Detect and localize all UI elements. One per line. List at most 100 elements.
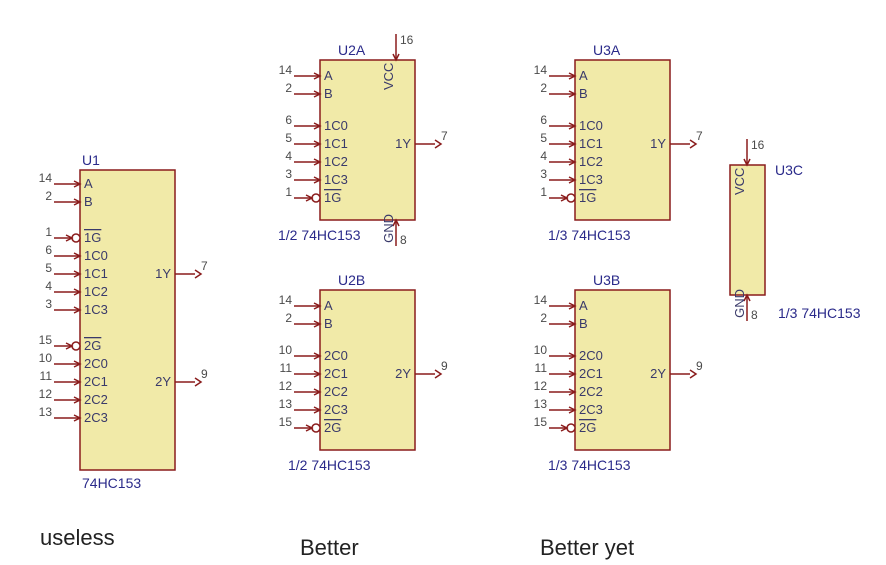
svg-text:12: 12	[279, 379, 293, 393]
svg-text:7: 7	[201, 259, 208, 273]
svg-text:15: 15	[39, 333, 53, 347]
svg-text:1/3 74HC153: 1/3 74HC153	[778, 305, 861, 321]
svg-text:B: B	[579, 86, 588, 101]
svg-text:1C3: 1C3	[579, 172, 603, 187]
svg-text:2C1: 2C1	[84, 374, 108, 389]
svg-text:2Y: 2Y	[395, 366, 411, 381]
component-U3A: U3A1/3 74HC15314A2B61C051C141C231C311G71…	[534, 42, 703, 243]
svg-text:4: 4	[285, 149, 292, 163]
svg-text:1Y: 1Y	[395, 136, 411, 151]
svg-text:16: 16	[400, 33, 414, 47]
schematic-canvas: U174HC15314A2B11G61C051C141C231C3152G102…	[0, 0, 886, 565]
svg-text:6: 6	[285, 113, 292, 127]
svg-text:12: 12	[39, 387, 53, 401]
svg-text:Better yet: Better yet	[540, 535, 634, 560]
svg-text:10: 10	[534, 343, 548, 357]
svg-text:11: 11	[40, 369, 53, 383]
svg-text:GND: GND	[381, 214, 396, 243]
svg-text:2Y: 2Y	[650, 366, 666, 381]
svg-text:1/2 74HC153: 1/2 74HC153	[278, 227, 361, 243]
svg-text:2C0: 2C0	[579, 348, 603, 363]
svg-text:2G: 2G	[84, 338, 101, 353]
svg-text:13: 13	[279, 397, 293, 411]
svg-text:16: 16	[751, 138, 765, 152]
svg-text:14: 14	[39, 171, 53, 185]
svg-text:1: 1	[45, 225, 52, 239]
svg-text:B: B	[324, 86, 333, 101]
svg-text:B: B	[324, 316, 333, 331]
svg-text:9: 9	[696, 359, 703, 373]
svg-text:7: 7	[696, 129, 703, 143]
svg-text:10: 10	[279, 343, 293, 357]
svg-text:A: A	[579, 298, 588, 313]
svg-text:3: 3	[285, 167, 292, 181]
svg-text:U3B: U3B	[593, 272, 620, 288]
svg-text:2G: 2G	[579, 420, 596, 435]
svg-text:2: 2	[45, 189, 52, 203]
svg-text:6: 6	[540, 113, 547, 127]
svg-text:2C0: 2C0	[84, 356, 108, 371]
svg-text:2: 2	[540, 311, 547, 325]
svg-text:U2B: U2B	[338, 272, 365, 288]
svg-text:1: 1	[285, 185, 292, 199]
svg-text:15: 15	[534, 415, 548, 429]
svg-text:2: 2	[285, 81, 292, 95]
svg-text:4: 4	[45, 279, 52, 293]
svg-text:1: 1	[540, 185, 547, 199]
svg-text:1C1: 1C1	[324, 136, 348, 151]
component-U2B: U2B1/2 74HC15314A2B102C0112C1122C2132C31…	[279, 272, 448, 473]
svg-text:1C1: 1C1	[579, 136, 603, 151]
svg-text:2G: 2G	[324, 420, 341, 435]
svg-text:1C2: 1C2	[84, 284, 108, 299]
component-U2A: U2A1/2 74HC15314A2B61C051C141C231C311G71…	[278, 33, 448, 247]
svg-text:VCC: VCC	[381, 63, 396, 90]
svg-text:useless: useless	[40, 525, 115, 550]
svg-text:3: 3	[540, 167, 547, 181]
svg-text:1C3: 1C3	[324, 172, 348, 187]
svg-text:13: 13	[39, 405, 53, 419]
svg-text:1C1: 1C1	[84, 266, 108, 281]
svg-text:8: 8	[751, 308, 758, 322]
svg-text:1G: 1G	[324, 190, 341, 205]
svg-text:2: 2	[540, 81, 547, 95]
svg-text:12: 12	[534, 379, 548, 393]
svg-text:1C2: 1C2	[324, 154, 348, 169]
svg-text:2C2: 2C2	[324, 384, 348, 399]
svg-text:A: A	[579, 68, 588, 83]
svg-text:1C3: 1C3	[84, 302, 108, 317]
svg-text:2C3: 2C3	[84, 410, 108, 425]
svg-text:2Y: 2Y	[155, 374, 171, 389]
svg-text:1C0: 1C0	[84, 248, 108, 263]
svg-text:U2A: U2A	[338, 42, 366, 58]
svg-text:2C3: 2C3	[324, 402, 348, 417]
svg-text:2C2: 2C2	[84, 392, 108, 407]
svg-text:2C0: 2C0	[324, 348, 348, 363]
svg-text:B: B	[84, 194, 93, 209]
component-U3C: U3C1/3 74HC15316VCC8GND	[730, 138, 861, 322]
svg-text:8: 8	[400, 233, 407, 247]
svg-text:2C1: 2C1	[579, 366, 603, 381]
svg-text:5: 5	[45, 261, 52, 275]
svg-text:9: 9	[201, 367, 208, 381]
svg-text:14: 14	[279, 293, 293, 307]
svg-text:3: 3	[45, 297, 52, 311]
svg-text:15: 15	[279, 415, 293, 429]
svg-text:U1: U1	[82, 152, 100, 168]
component-U1: U174HC15314A2B11G61C051C141C231C3152G102…	[39, 152, 208, 491]
svg-text:2C1: 2C1	[324, 366, 348, 381]
svg-text:4: 4	[540, 149, 547, 163]
svg-text:A: A	[324, 68, 333, 83]
svg-text:13: 13	[534, 397, 548, 411]
svg-text:11: 11	[280, 361, 293, 375]
svg-text:14: 14	[534, 293, 548, 307]
svg-text:VCC: VCC	[732, 168, 747, 195]
svg-text:1G: 1G	[579, 190, 596, 205]
svg-text:U3C: U3C	[775, 162, 803, 178]
svg-text:1/3 74HC153: 1/3 74HC153	[548, 457, 631, 473]
svg-text:1C0: 1C0	[324, 118, 348, 133]
svg-text:1/3 74HC153: 1/3 74HC153	[548, 227, 631, 243]
svg-text:B: B	[579, 316, 588, 331]
svg-text:5: 5	[540, 131, 547, 145]
svg-text:11: 11	[535, 361, 548, 375]
component-U3B: U3B1/3 74HC15314A2B102C0112C1122C2132C31…	[534, 272, 703, 473]
